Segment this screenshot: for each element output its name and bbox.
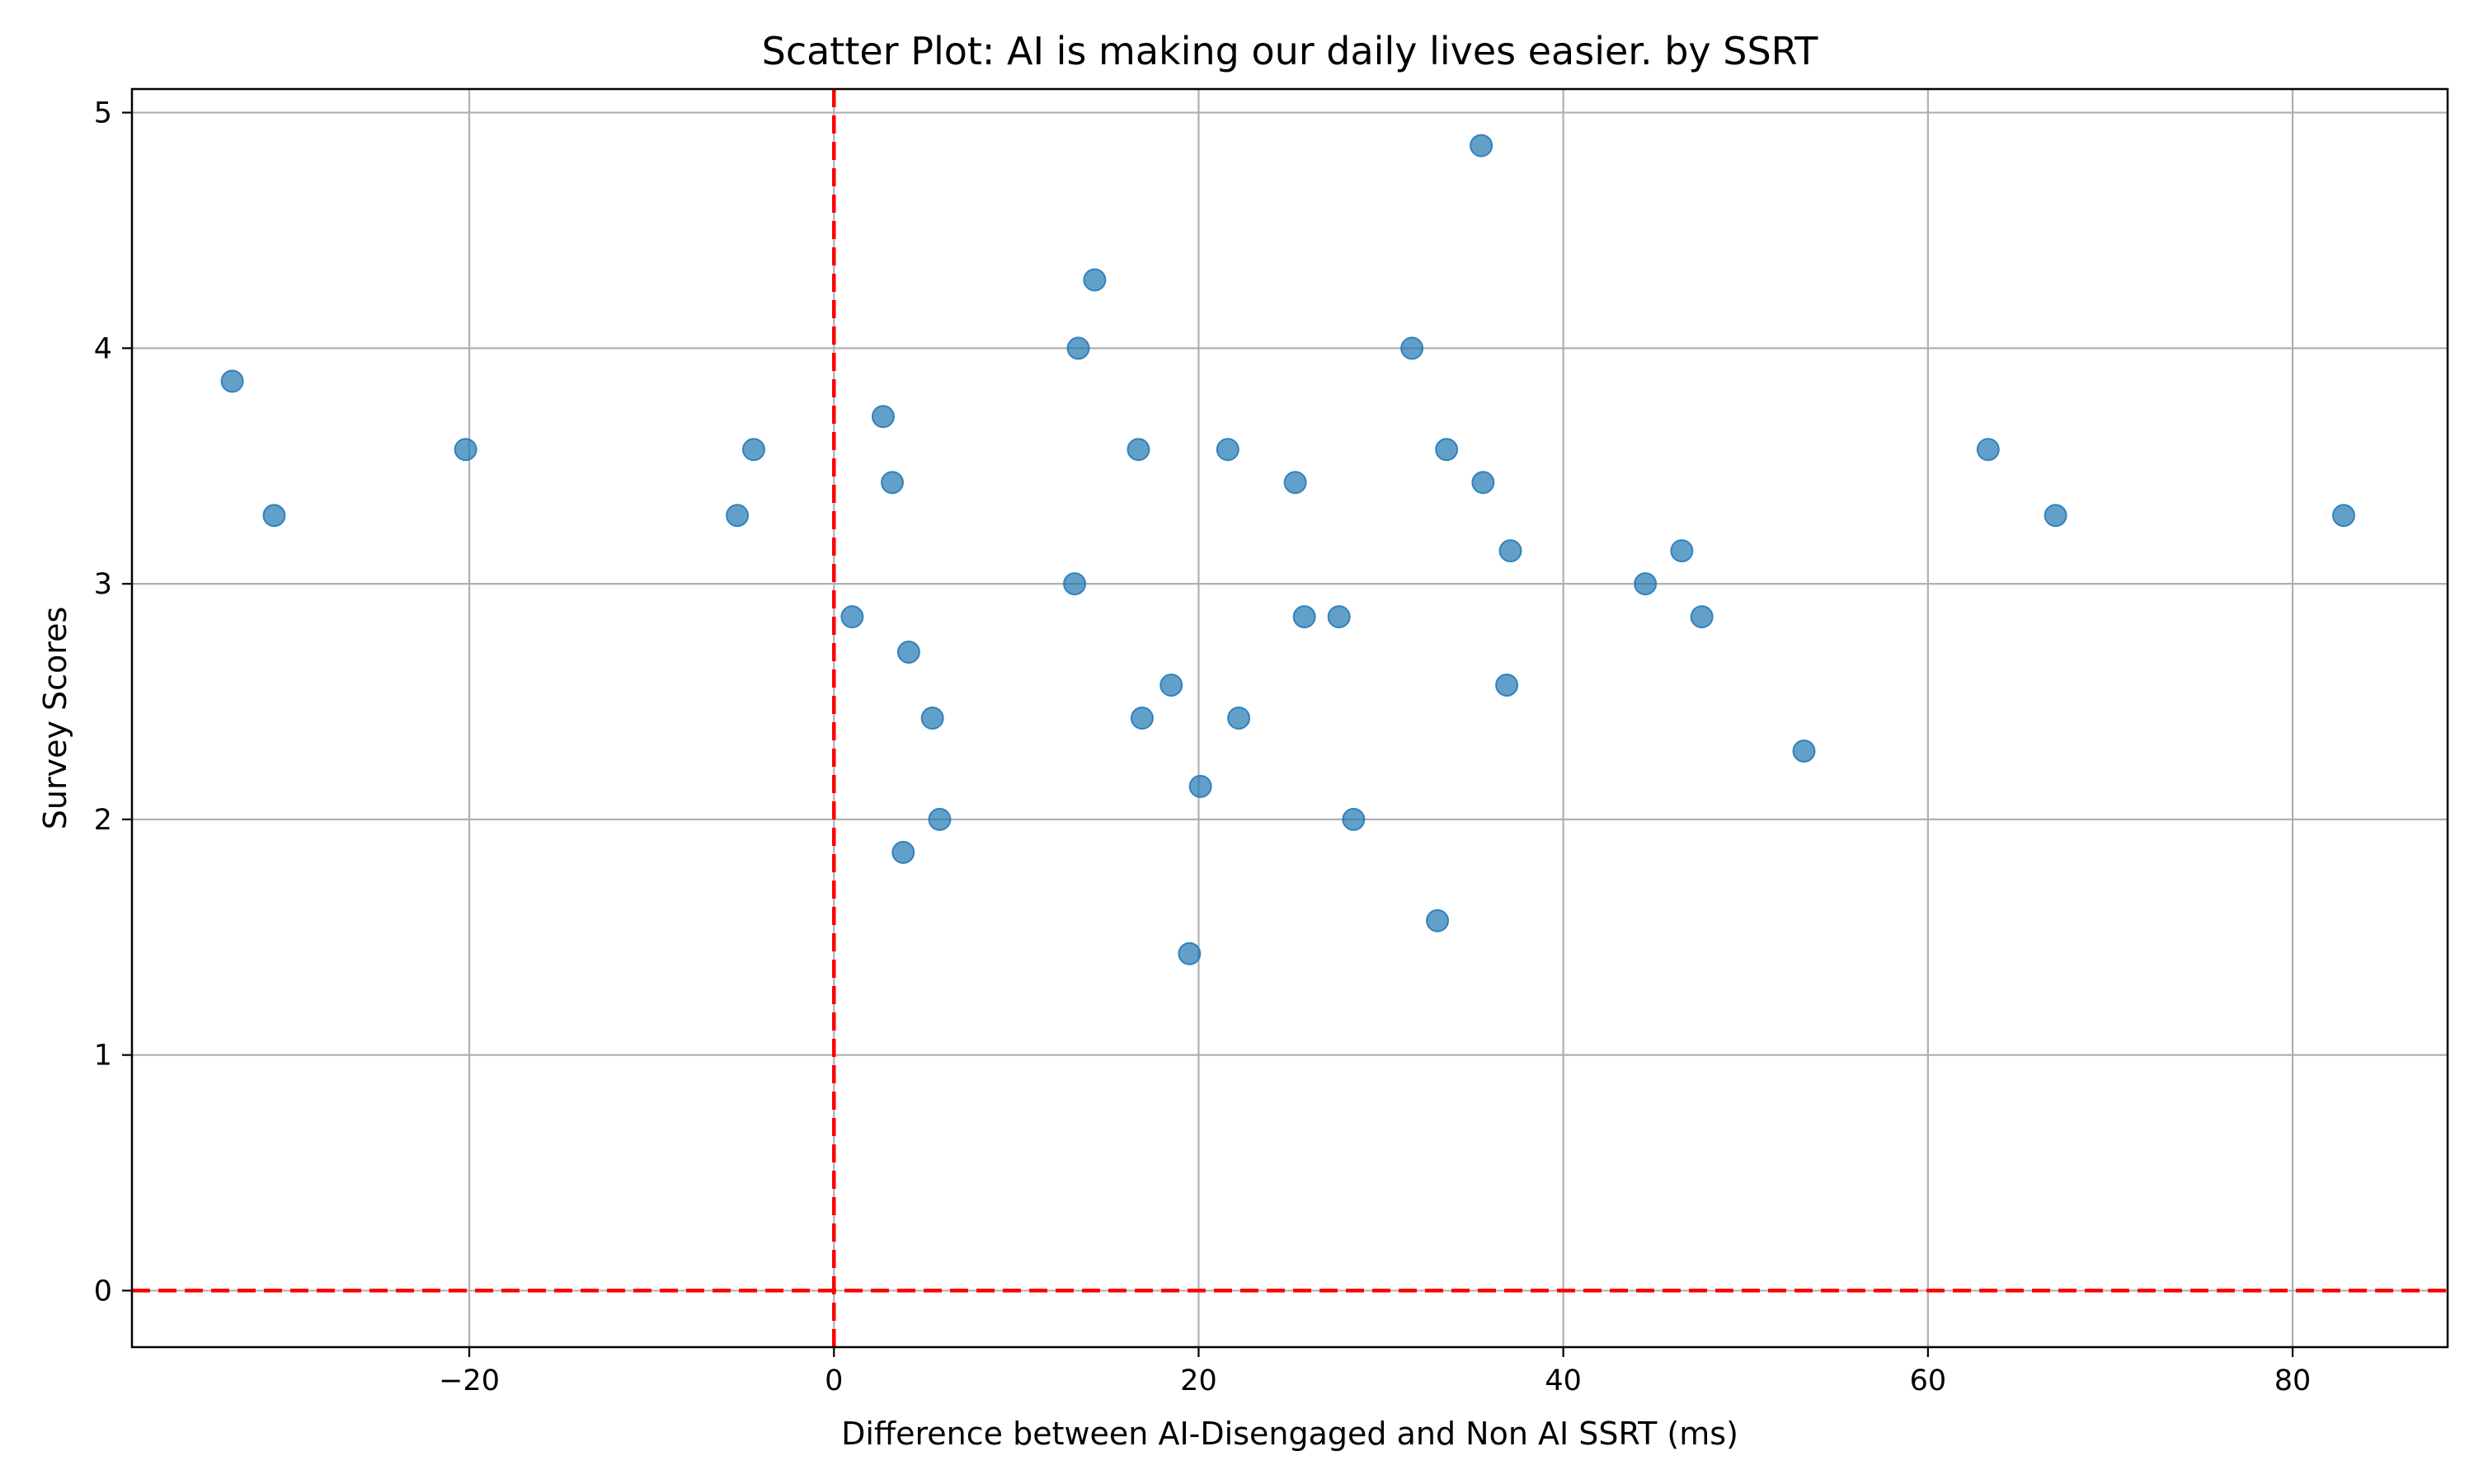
data-point [1976, 438, 2000, 462]
data-point [1178, 942, 1202, 965]
data-point [1159, 673, 1183, 697]
data-point [1066, 336, 1090, 360]
data-point [871, 405, 895, 429]
y-tick-label: 2 [94, 804, 112, 837]
x-tick-label: 40 [1545, 1364, 1582, 1397]
data-point [891, 840, 915, 864]
data-point [1495, 673, 1519, 697]
data-point [1470, 134, 1493, 157]
y-axis-ticks: 0 1 2 3 4 5 [94, 97, 132, 1308]
y-axis-label: Survey Scores [37, 607, 73, 830]
plot-frame [130, 87, 2449, 1349]
x-tick-label: −20 [439, 1364, 500, 1397]
data-point [1126, 438, 1150, 462]
y-tick-label: 1 [94, 1040, 112, 1073]
data-point [1471, 471, 1495, 495]
data-point [1498, 539, 1522, 563]
data-point [2044, 504, 2067, 528]
reference-lines [132, 89, 2448, 1347]
data-point [896, 640, 920, 664]
x-tick-label: 60 [1910, 1364, 1947, 1397]
data-point [1283, 471, 1307, 495]
y-tick-label: 0 [94, 1275, 112, 1308]
plot-area-background [132, 89, 2448, 1347]
data-point [1634, 572, 1658, 596]
data-point [920, 707, 944, 730]
data-point [1400, 336, 1424, 360]
data-point [1327, 605, 1351, 629]
data-point [1292, 605, 1316, 629]
data-point [840, 605, 864, 629]
data-point [1792, 740, 1816, 763]
data-point [741, 438, 765, 462]
data-point [1690, 605, 1714, 629]
chart-title: Scatter Plot: AI is making our daily liv… [762, 29, 1819, 73]
data-point [928, 807, 952, 831]
data-point [1435, 438, 1459, 462]
data-point [220, 369, 244, 393]
data-point [1670, 539, 1694, 563]
x-tick-label: 0 [825, 1364, 843, 1397]
data-point [1426, 909, 1450, 932]
data-point [1342, 807, 1366, 831]
data-point [726, 504, 750, 528]
data-point [1216, 438, 1239, 462]
data-point [1063, 572, 1087, 596]
data-point [880, 471, 904, 495]
x-tick-label: 80 [2274, 1364, 2312, 1397]
data-point [2331, 504, 2355, 528]
data-point [1130, 707, 1154, 730]
x-axis-ticks: −20 0 20 40 60 80 [439, 1347, 2311, 1397]
y-tick-label: 5 [94, 97, 112, 130]
data-point [1227, 707, 1251, 730]
y-tick-label: 4 [94, 332, 112, 365]
data-point [1083, 268, 1107, 292]
data-point [454, 438, 477, 462]
data-point [1188, 774, 1212, 798]
y-tick-label: 3 [94, 568, 112, 601]
data-points [220, 134, 2355, 965]
x-axis-label: Difference between AI-Disengaged and Non… [841, 1416, 1738, 1452]
data-point [262, 504, 286, 528]
x-tick-label: 20 [1180, 1364, 1217, 1397]
